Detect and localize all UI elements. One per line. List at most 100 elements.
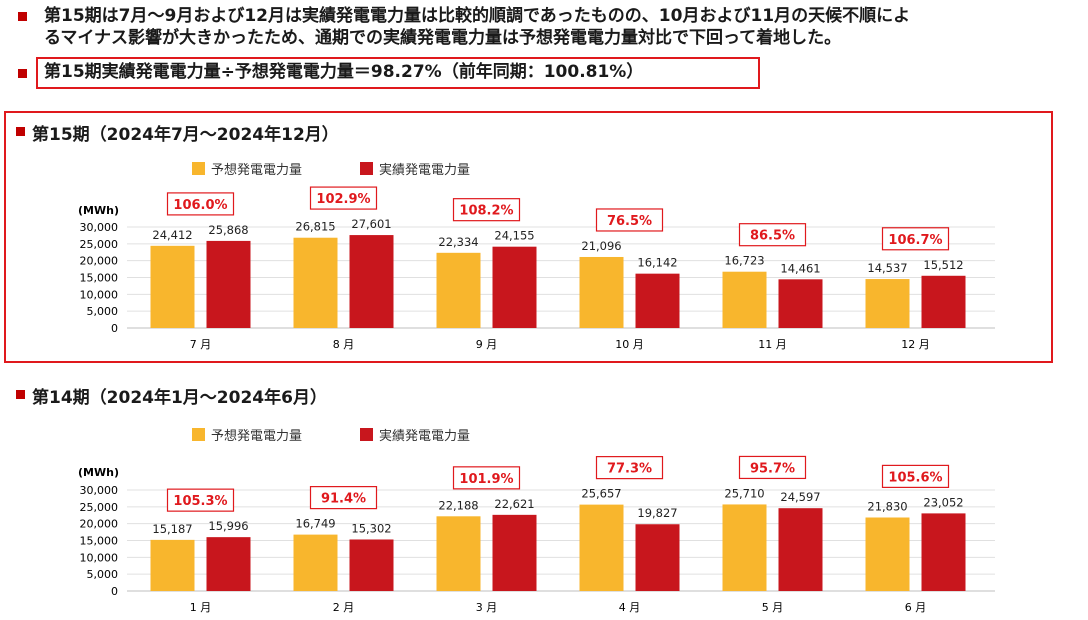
x-tick-label: 10 月	[615, 338, 644, 351]
ratio-box	[738, 223, 807, 247]
ratio-box	[595, 208, 664, 232]
data-label-actual: 15,996	[208, 519, 248, 533]
bar-forecast	[722, 504, 767, 591]
chart-15-title: 第15期（2024年7月～2024年12月）	[32, 125, 339, 145]
data-label-actual: 23,052	[923, 495, 963, 509]
y-tick-label: 5,000	[87, 568, 119, 581]
ratio-label: 106.0%	[173, 198, 227, 213]
bar-actual	[206, 537, 251, 591]
legend-label: 実績発電電力量	[379, 428, 470, 444]
bar-forecast	[293, 534, 338, 591]
ratio-label: 77.3%	[607, 462, 652, 477]
legend-label: 予想発電電力量	[211, 428, 302, 444]
bar-forecast	[579, 256, 624, 328]
x-tick-label: 8 月	[333, 338, 355, 351]
ratio-label: 105.3%	[173, 494, 227, 509]
y-tick-label: 0	[111, 585, 118, 598]
ratio-label: 101.9%	[459, 472, 513, 487]
ratio-box	[881, 464, 950, 488]
legend-swatch	[360, 428, 373, 441]
x-tick-label: 6 月	[905, 601, 927, 614]
y-tick-label: 25,000	[80, 238, 119, 251]
bar-forecast	[865, 279, 910, 328]
ratio-box	[881, 227, 950, 251]
data-label-forecast: 26,815	[295, 220, 335, 234]
data-label-actual: 25,868	[208, 223, 248, 237]
ratio-box	[595, 456, 664, 480]
bar-actual	[349, 235, 394, 328]
data-label-actual: 24,155	[494, 229, 534, 243]
y-tick-label: 20,000	[80, 255, 119, 268]
bar-forecast	[865, 517, 910, 591]
data-label-forecast: 16,749	[295, 517, 335, 531]
ratio-summary: 第15期実績発電電力量÷予想発電電力量＝98.27%（前年同期：100.81%）	[44, 62, 644, 82]
bar-forecast	[436, 252, 481, 328]
ratio-label: 91.4%	[321, 492, 366, 507]
chart-15-svg: 予想発電電力量 実績発電電力量 (MWh) 0 5,000 10,000 15,000 20,…	[78, 162, 995, 351]
data-label-actual: 19,827	[637, 506, 677, 520]
data-label-actual: 15,302	[351, 521, 391, 535]
bar-actual	[206, 240, 251, 328]
data-label-forecast: 22,188	[438, 498, 478, 512]
data-label-actual: 15,512	[923, 258, 963, 272]
data-label-forecast: 15,187	[152, 522, 192, 536]
data-label-actual: 27,601	[351, 217, 391, 231]
ratio-label: 76.5%	[607, 214, 652, 229]
ratio-box	[166, 488, 235, 512]
legend-label: 予想発電電力量	[211, 162, 302, 178]
ratio-label: 95.7%	[750, 461, 795, 476]
x-tick-label: 4 月	[619, 601, 641, 614]
y-tick-label: 10,000	[80, 551, 119, 564]
ratio-box	[309, 486, 378, 510]
bullet-marker	[18, 12, 27, 21]
data-label-forecast: 14,537	[867, 261, 907, 275]
y-axis-unit: (MWh)	[78, 466, 119, 479]
x-tick-label: 7 月	[190, 338, 212, 351]
bar-actual	[349, 539, 394, 591]
bar-actual	[635, 273, 680, 328]
y-tick-label: 5,000	[87, 305, 119, 318]
legend-swatch	[360, 162, 373, 175]
x-tick-label: 3 月	[476, 601, 498, 614]
bar-actual	[635, 524, 680, 591]
x-tick-label: 12 月	[901, 338, 930, 351]
ratio-box	[452, 198, 521, 222]
x-tick-label: 5 月	[762, 601, 784, 614]
y-tick-label: 15,000	[80, 535, 119, 548]
ratio-box	[452, 466, 521, 490]
y-axis-unit: (MWh)	[78, 204, 119, 217]
ratio-box	[309, 186, 378, 210]
summary-text: 第15期は7月～9月および12月は実績発電電力量は比較的順調であったものの、10…	[44, 5, 1084, 49]
bar-forecast	[150, 539, 195, 591]
y-tick-label: 0	[111, 322, 118, 335]
y-tick-label: 30,000	[80, 221, 119, 234]
bar-actual	[921, 275, 966, 328]
data-label-forecast: 24,412	[152, 228, 192, 242]
ratio-label: 108.2%	[459, 204, 513, 219]
summary-line-2: るマイナス影響が大きかったため、通期での実績発電電力量は予想発電電力量対比で下回…	[44, 28, 842, 48]
x-tick-label: 2 月	[333, 601, 355, 614]
ratio-label: 102.9%	[316, 192, 370, 207]
bullet-marker	[16, 390, 25, 399]
bar-actual	[492, 514, 537, 591]
ratio-highlight-box	[36, 57, 760, 89]
legend-swatch	[192, 162, 205, 175]
x-tick-label: 1 月	[190, 601, 212, 614]
data-label-actual: 14,461	[780, 261, 820, 275]
ratio-box	[738, 455, 807, 480]
x-tick-label: 11 月	[758, 338, 787, 351]
ratio-box	[166, 192, 235, 216]
data-label-actual: 16,142	[637, 256, 677, 270]
data-label-forecast: 21,830	[867, 500, 907, 514]
bar-forecast	[436, 516, 481, 591]
y-tick-label: 20,000	[80, 518, 119, 531]
chart-14-title: 第14期（2024年1月～2024年6月）	[32, 388, 327, 408]
legend-swatch	[192, 428, 205, 441]
data-label-actual: 22,621	[494, 497, 534, 511]
ratio-label: 86.5%	[750, 229, 795, 244]
bar-forecast	[579, 504, 624, 591]
data-label-forecast: 22,334	[438, 235, 478, 249]
legend-label: 実績発電電力量	[379, 162, 470, 178]
ratio-label: 105.6%	[888, 470, 942, 485]
